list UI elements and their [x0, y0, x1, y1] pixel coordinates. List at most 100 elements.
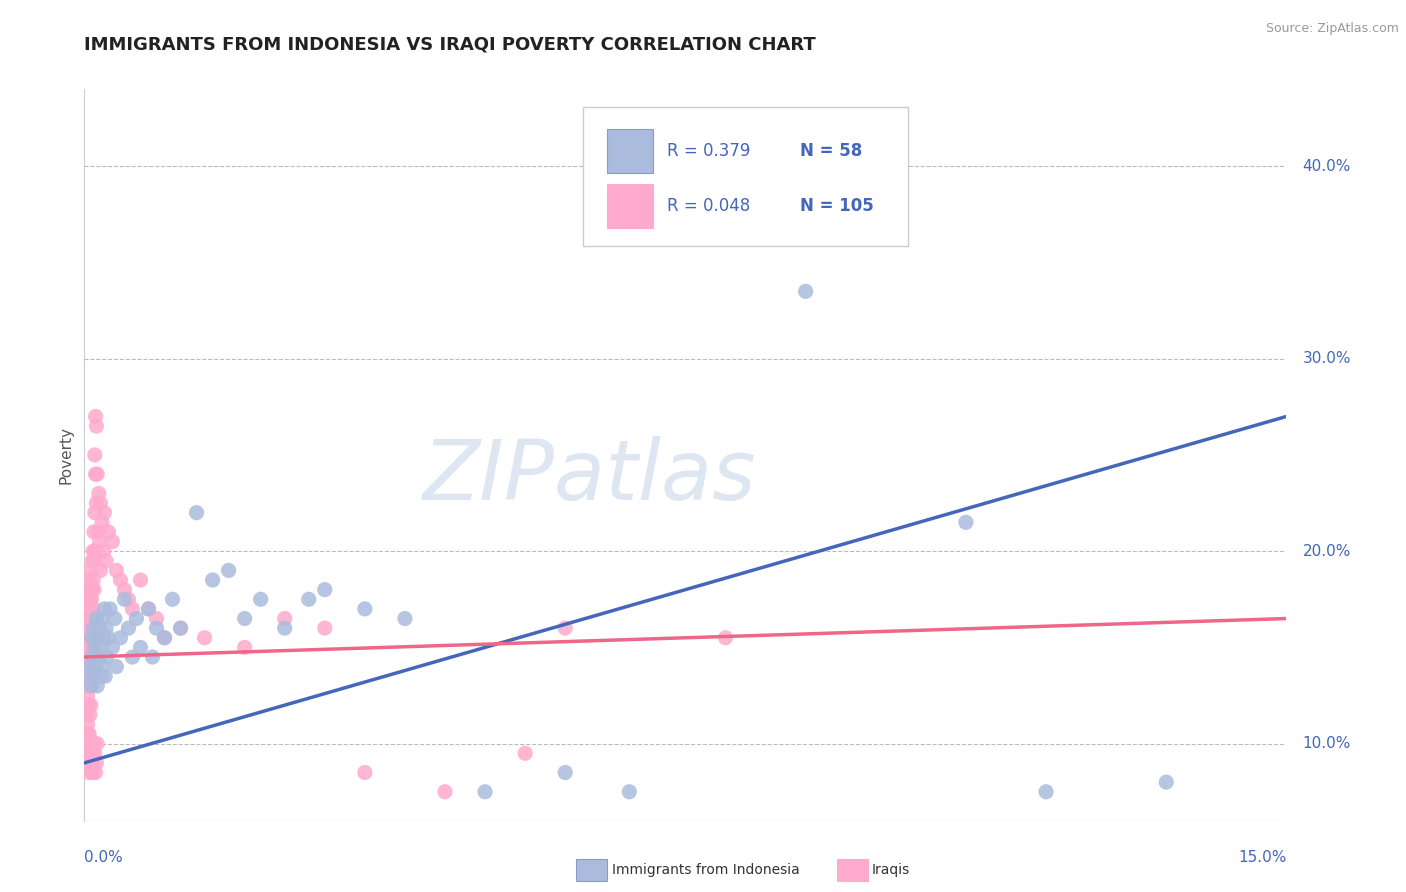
Point [354, 765, 377, 780]
Point [101, 534, 124, 549]
Point [80, 679, 103, 693]
Text: N = 105: N = 105 [800, 197, 873, 215]
Point [86, 679, 108, 693]
Point [169, 621, 191, 635]
Text: 10.0%: 10.0% [1302, 736, 1351, 751]
Text: R = 0.048: R = 0.048 [668, 197, 751, 215]
Point [82, 669, 104, 683]
Point [89, 640, 111, 655]
Point [77, 698, 100, 713]
Point [141, 650, 163, 665]
Point [274, 611, 297, 625]
Point [169, 621, 191, 635]
Point [98, 602, 121, 616]
Point [93, 602, 115, 616]
Point [714, 631, 737, 645]
Point [125, 611, 148, 625]
Point [89, 563, 111, 577]
Point [94, 621, 117, 635]
Point [145, 621, 167, 635]
Point [87, 631, 110, 645]
Point [75, 592, 97, 607]
Point [153, 631, 176, 645]
Point [755, 207, 778, 221]
Point [515, 746, 537, 760]
Point [77, 746, 100, 760]
Point [82, 602, 104, 616]
Point [77, 631, 100, 645]
Point [83, 544, 105, 558]
Point [76, 756, 98, 770]
Point [93, 631, 115, 645]
Point [86, 611, 108, 625]
Point [75, 679, 97, 693]
FancyBboxPatch shape [607, 185, 652, 228]
Point [91, 659, 114, 673]
Text: Source: ZipAtlas.com: Source: ZipAtlas.com [1265, 22, 1399, 36]
Point [83, 737, 105, 751]
Point [80, 631, 103, 645]
Point [76, 582, 98, 597]
Point [86, 737, 108, 751]
Point [77, 573, 100, 587]
Point [80, 698, 103, 713]
Point [474, 785, 496, 799]
Point [82, 611, 104, 625]
Point [84, 467, 107, 482]
Text: ZIPatlas: ZIPatlas [422, 436, 756, 517]
Point [114, 592, 135, 607]
Point [84, 765, 107, 780]
Point [138, 602, 160, 616]
Text: 15.0%: 15.0% [1239, 849, 1286, 864]
Point [110, 631, 132, 645]
Point [87, 650, 110, 665]
Point [77, 659, 100, 673]
Point [76, 659, 98, 673]
Point [114, 582, 135, 597]
Point [233, 611, 256, 625]
Point [82, 554, 104, 568]
Point [80, 621, 103, 635]
Point [76, 611, 98, 625]
Point [554, 621, 576, 635]
Point [249, 592, 271, 607]
Point [83, 582, 105, 597]
Point [76, 727, 98, 741]
Point [75, 698, 97, 713]
Point [76, 621, 98, 635]
Point [110, 573, 132, 587]
Point [82, 756, 104, 770]
Point [80, 746, 103, 760]
Point [75, 659, 97, 673]
Point [79, 592, 101, 607]
Point [93, 506, 115, 520]
Point [94, 554, 117, 568]
Point [233, 640, 256, 655]
Point [76, 689, 98, 703]
Point [87, 524, 110, 539]
Point [298, 592, 321, 607]
Point [84, 409, 107, 424]
Point [80, 737, 103, 751]
Point [314, 621, 336, 635]
Text: Immigrants from Indonesia: Immigrants from Indonesia [612, 863, 800, 877]
Point [77, 698, 100, 713]
Point [82, 765, 104, 780]
Point [80, 650, 103, 665]
Point [80, 611, 103, 625]
Point [104, 611, 127, 625]
Point [86, 419, 108, 434]
Point [87, 486, 110, 500]
Point [77, 727, 100, 741]
Point [153, 631, 176, 645]
Point [77, 669, 100, 683]
Point [117, 621, 139, 635]
Point [79, 563, 101, 577]
Point [201, 573, 224, 587]
Point [218, 563, 240, 577]
Point [83, 669, 105, 683]
Point [89, 621, 111, 635]
Point [83, 640, 105, 655]
Text: Iraqis: Iraqis [872, 863, 910, 877]
Point [76, 717, 98, 731]
